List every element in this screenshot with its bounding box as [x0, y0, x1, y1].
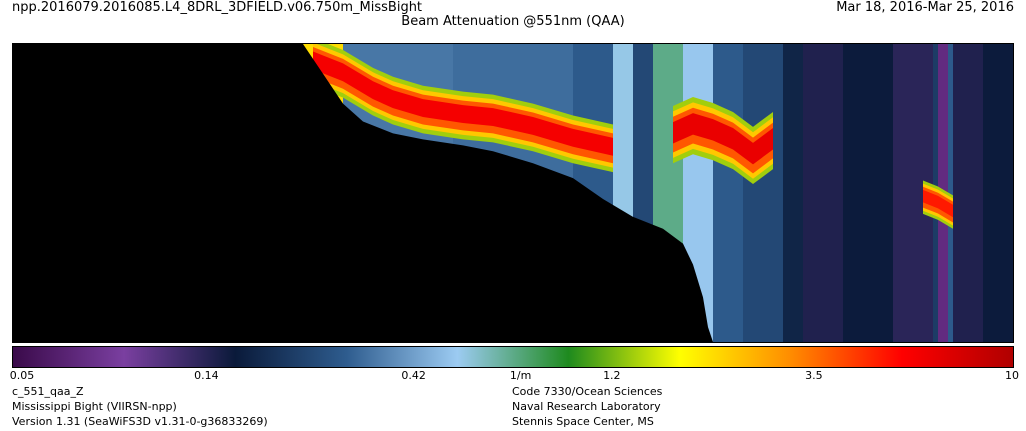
high-attenuation-layer — [673, 113, 693, 144]
footer-lab: Naval Research Laboratory — [512, 400, 661, 413]
water-column — [713, 44, 744, 342]
water-column — [743, 44, 784, 342]
parameter-title: Beam Attenuation @551nm (QAA) — [401, 14, 625, 29]
high-attenuation-layer — [923, 189, 938, 209]
water-column — [783, 44, 804, 342]
colorbar-tick-label: 10 — [1005, 369, 1019, 382]
colorbar-tick-label: 0.42 — [401, 369, 426, 382]
high-attenuation-layer — [733, 128, 753, 165]
water-column — [953, 44, 984, 342]
high-attenuation-layer — [393, 90, 423, 118]
section-plot — [12, 43, 1014, 343]
water-column — [948, 44, 954, 342]
water-column — [983, 44, 1013, 342]
colorbar-tick-label: 0.05 — [9, 369, 35, 382]
footer-code: Code 7330/Ocean Sciences — [512, 385, 663, 398]
colorbar — [12, 346, 1014, 368]
high-attenuation-layer — [423, 99, 463, 123]
colorbar-tick-label: 3.5 — [805, 369, 823, 382]
high-attenuation-layer — [463, 105, 493, 126]
high-attenuation-layer — [373, 81, 393, 109]
heatmap-canvas — [13, 44, 1013, 342]
high-attenuation-layer — [313, 51, 343, 82]
water-column — [843, 44, 894, 342]
footer-version: Version 1.31 (SeaWiFS3D v1.31-0-g3683326… — [12, 415, 268, 428]
colorbar-tick-label: 0.14 — [194, 369, 219, 382]
seabed-mask — [13, 44, 713, 342]
date-range: Mar 18, 2016-Mar 25, 2016 — [836, 0, 1014, 15]
product-name: npp.2016079.2016085.L4_8DRL_3DFIELD.v06.… — [12, 0, 423, 15]
high-attenuation-layer — [693, 113, 713, 141]
high-attenuation-layer — [533, 117, 573, 147]
high-attenuation-layer — [343, 63, 373, 100]
colorbar-tick-label: 1.2 — [603, 369, 621, 382]
high-attenuation-layer — [573, 128, 613, 156]
high-attenuation-layer — [493, 108, 533, 135]
high-attenuation-layer — [713, 119, 733, 150]
colorbar-gradient — [13, 347, 1013, 367]
colorbar-tick-label: 1/m — [509, 369, 532, 382]
high-attenuation-layer — [938, 195, 953, 218]
high-attenuation-layer — [753, 128, 773, 165]
footer-location: Stennis Space Center, MS — [512, 415, 654, 428]
water-column — [803, 44, 844, 342]
footer-region: Mississippi Bight (VIIRSN-npp) — [12, 400, 177, 413]
footer-variable: c_551_qaa_Z — [12, 385, 84, 398]
